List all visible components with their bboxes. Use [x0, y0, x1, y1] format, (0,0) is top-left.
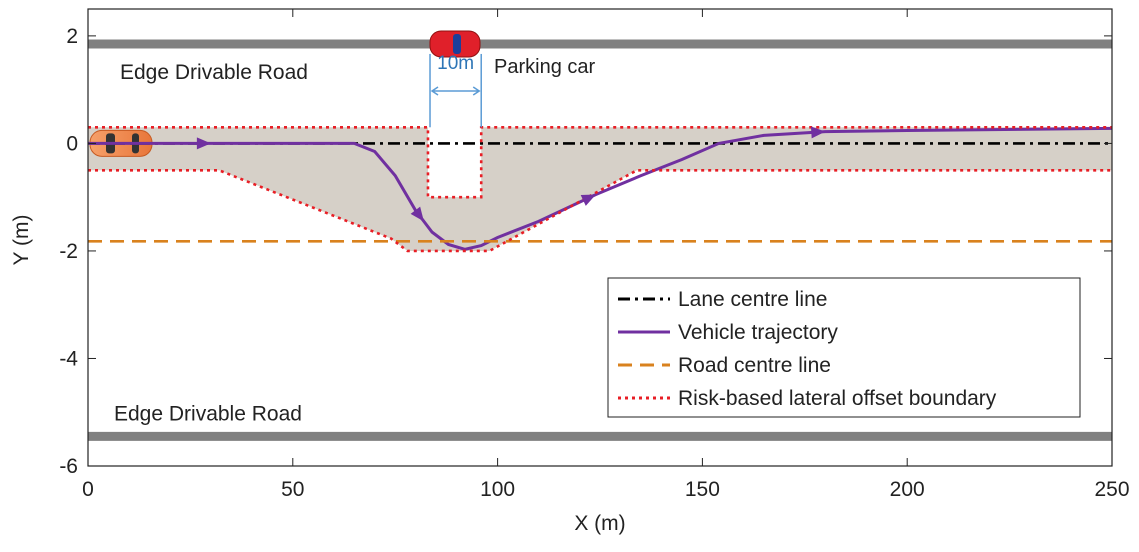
legend-label: Lane centre line [678, 288, 827, 311]
y-tick-label: 0 [66, 132, 78, 155]
x-tick-label: 150 [685, 478, 720, 501]
y-tick-label: -4 [59, 347, 78, 370]
parking-car-label: Parking car [494, 56, 595, 78]
x-axis-label: X (m) [574, 512, 625, 535]
x-tick-label: 0 [82, 478, 94, 501]
risk-region [88, 127, 1112, 251]
y-axis-label: Y (m) [10, 215, 33, 266]
y-tick-label: -6 [59, 455, 78, 478]
car-window [453, 34, 461, 54]
x-tick-label: 250 [1094, 478, 1129, 501]
gap-arrow [432, 87, 479, 95]
x-tick-label: 200 [890, 478, 925, 501]
legend-label: Vehicle trajectory [678, 321, 838, 344]
x-tick-label: 50 [281, 478, 304, 501]
edge-road-label: Edge Drivable Road [114, 402, 302, 425]
x-tick-label: 100 [480, 478, 515, 501]
edge-road-label: Edge Drivable Road [120, 61, 308, 84]
y-tick-label: -2 [59, 240, 78, 263]
y-tick-label: 2 [66, 25, 78, 48]
gap-label: 10m [437, 53, 474, 74]
chart: X (m) Y (m) Edge Drivable Road Edge Driva… [0, 0, 1139, 547]
legend-label: Risk-based lateral offset boundary [678, 387, 997, 410]
legend-label: Road centre line [678, 354, 831, 377]
